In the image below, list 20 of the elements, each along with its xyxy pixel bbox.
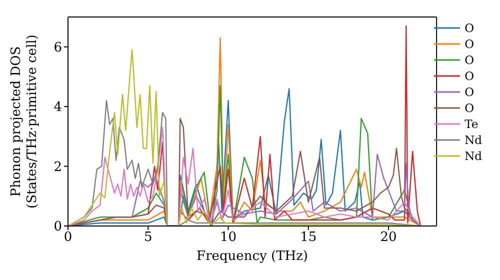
x-tick-label: 5 (144, 230, 152, 246)
legend-label: Nd (464, 148, 482, 162)
y-tick-label: 0 (54, 220, 62, 235)
x-tick-label: 10 (220, 230, 237, 246)
y-tick-label: 2 (54, 160, 62, 175)
legend-label: Nd (464, 132, 482, 146)
legend-label: O (464, 36, 474, 50)
x-tick-label: 0 (64, 230, 72, 246)
legend-label: O (464, 52, 474, 66)
legend-label: O (464, 68, 474, 82)
y-tick-label: 6 (54, 40, 62, 56)
legend-label: O (464, 100, 474, 114)
y-tick-label: 4 (54, 100, 62, 116)
y-axis-title: Phonon projected DOS (States/THz·primitive cell) (9, 34, 40, 209)
legend-label: O (464, 84, 474, 98)
x-axis-title: Frequency (THz) (196, 249, 308, 264)
legend-label: O (464, 20, 474, 34)
legend-label: Te (464, 116, 478, 130)
x-tick-label: 20 (380, 230, 397, 246)
x-tick-label: 15 (300, 230, 317, 246)
